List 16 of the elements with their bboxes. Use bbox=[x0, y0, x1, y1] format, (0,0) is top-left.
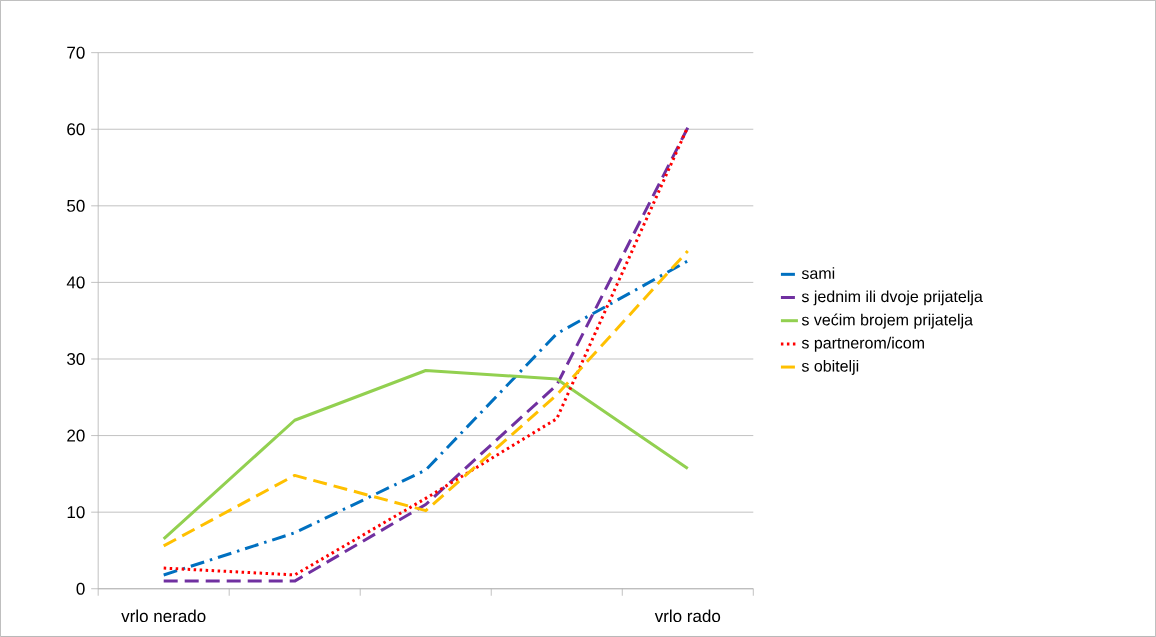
y-tick-label: 30 bbox=[67, 353, 85, 366]
y-tick-label: 40 bbox=[66, 276, 85, 289]
y-tick-label: 0 bbox=[76, 582, 85, 595]
y-tick-label: 50 bbox=[67, 199, 85, 212]
legend-label: s većim brojem prijatelja bbox=[801, 313, 974, 329]
legend-label: s partnerom/icom bbox=[801, 336, 924, 352]
legend-label: s obitelji bbox=[801, 360, 859, 375]
x-tick-label: vrlo rado bbox=[654, 609, 721, 623]
y-tick-label: 10 bbox=[67, 506, 85, 519]
line-series bbox=[162, 369, 690, 541]
legend-label: s jednim ili dvoje prijatelja bbox=[801, 290, 983, 306]
y-tick-label: 60 bbox=[67, 123, 85, 136]
y-tick-label: 20 bbox=[67, 429, 85, 442]
legend-label: sami bbox=[801, 267, 835, 280]
x-tick-label: vrlo nerado bbox=[121, 609, 206, 623]
y-tick-label: 70 bbox=[67, 46, 85, 59]
